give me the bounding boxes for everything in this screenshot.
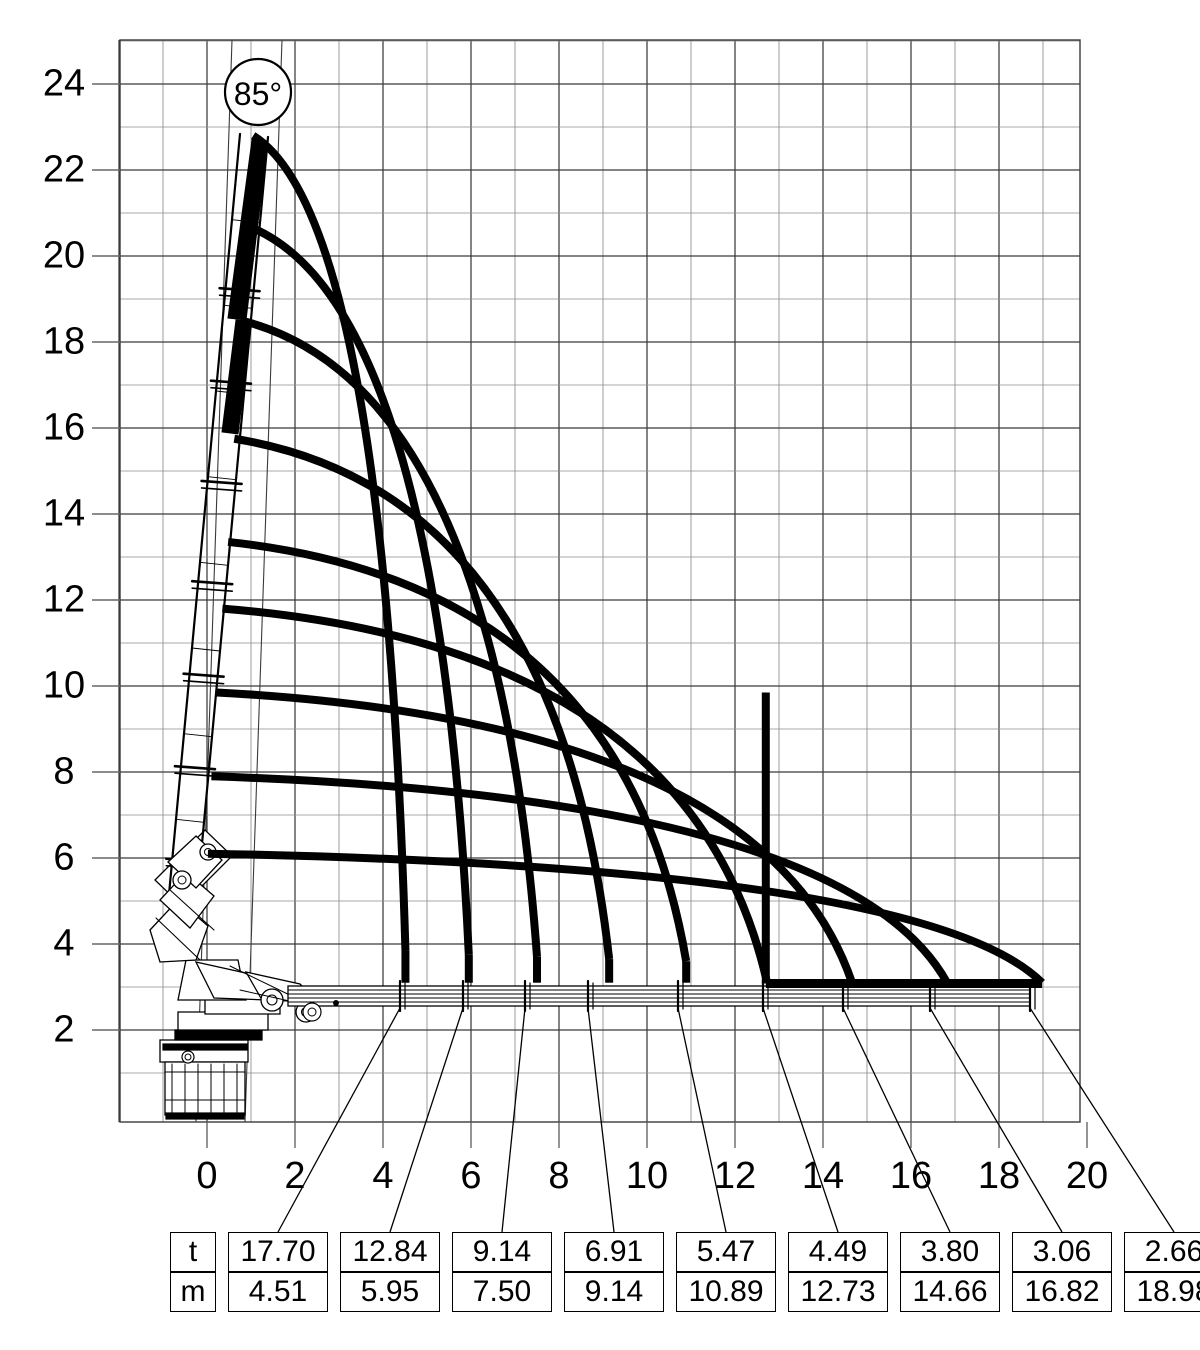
- legend-radius-value: 9.14: [584, 1275, 644, 1308]
- legend-radius-value: 14.66: [912, 1275, 988, 1308]
- y-tick-label-16: 16: [42, 406, 86, 449]
- legend-capacity-box-2: 12.84 5.95: [340, 1232, 440, 1312]
- y-tick-label-8: 8: [53, 750, 75, 793]
- legend-load-value: 3.80: [901, 1233, 999, 1273]
- legend-load-value: 4.49: [789, 1233, 887, 1273]
- y-tick-label-4: 4: [53, 922, 75, 965]
- y-tick-label-24: 24: [42, 62, 86, 105]
- legend-unit-load: t: [171, 1233, 215, 1273]
- y-tick-label-2: 2: [53, 1008, 75, 1051]
- x-tick-label-0: 0: [196, 1155, 218, 1197]
- legend-load-value: 17.70: [229, 1233, 327, 1273]
- leader-line-2: [501, 1007, 526, 1233]
- y-tick-label-12: 12: [42, 578, 86, 621]
- leader-line-1: [389, 1007, 464, 1233]
- load-curve-stage-9: [207, 849, 1045, 986]
- legend-radius-value: 18.98: [1136, 1275, 1200, 1308]
- y-tick-label-20: 20: [42, 234, 86, 277]
- legend-radius-value: 4.51: [248, 1275, 308, 1308]
- legend-radius-value: 12.73: [800, 1275, 876, 1308]
- leader-line-3: [587, 1007, 615, 1233]
- legend-capacity-box-7: 3.80 14.66: [900, 1232, 1000, 1312]
- legend-radius-value: 5.95: [360, 1275, 420, 1308]
- leader-line-0: [277, 1007, 401, 1233]
- leader-line-4: [677, 1007, 727, 1233]
- legend-radius-value: 16.82: [1024, 1275, 1100, 1308]
- legend-capacity-box-1: 17.70 4.51: [228, 1232, 328, 1312]
- legend-capacity-box-5: 5.47 10.89: [676, 1232, 776, 1312]
- load-curve-stage-4: [233, 434, 614, 960]
- leader-line-5: [762, 1007, 839, 1233]
- legend-unit-radius: m: [180, 1275, 206, 1308]
- x-tick-label-12: 12: [713, 1155, 757, 1197]
- x-tick-label-10: 10: [625, 1155, 669, 1197]
- legend-capacity-box-4: 6.91 9.14: [564, 1232, 664, 1312]
- legend-box-row: t m 17.70 4.51 12.84 5.95 9.14 7.50 6.91 9.14 5.47…: [0, 1232, 1200, 1318]
- load-curve-stage-5: [227, 537, 691, 962]
- y-tick-label-6: 6: [53, 836, 75, 879]
- leader-line-7: [929, 1007, 1063, 1233]
- x-tick-label-18: 18: [977, 1155, 1021, 1197]
- y-tick-label-22: 22: [42, 148, 86, 191]
- x-tick-label-16: 16: [889, 1155, 933, 1197]
- x-tick-label-8: 8: [548, 1155, 570, 1197]
- legend-capacity-box-8: 3.06 16.82: [1012, 1232, 1112, 1312]
- legend-load-value: 3.06: [1013, 1233, 1111, 1273]
- legend-load-value: 9.14: [453, 1233, 551, 1273]
- legend-radius-value: 10.89: [688, 1275, 764, 1308]
- load-capacity-curves: [207, 132, 1045, 989]
- load-curve-stage-2: [246, 222, 473, 955]
- y-tick-label-18: 18: [42, 320, 86, 363]
- legend-radius-value: 7.50: [472, 1275, 532, 1308]
- legend-load-value: 6.91: [565, 1233, 663, 1273]
- x-tick-label-4: 4: [372, 1155, 394, 1197]
- x-tick-label-20: 20: [1065, 1155, 1109, 1197]
- x-tick-label-6: 6: [460, 1155, 482, 1197]
- crane-illustration: [149, 132, 1036, 1120]
- angle-badge-label: 85°: [234, 76, 282, 112]
- leader-line-6: [842, 1007, 951, 1233]
- axis-ticks: [92, 83, 1088, 1148]
- load-curve-stage-6: [222, 604, 772, 984]
- legend-load-value: 5.47: [677, 1233, 775, 1273]
- angle-badge: 85°: [223, 57, 293, 127]
- legend-capacity-box-6: 4.49 12.73: [788, 1232, 888, 1312]
- leader-line-8: [1029, 1007, 1175, 1233]
- legend-load-value: 12.84: [341, 1233, 439, 1273]
- leader-lines: [277, 1007, 1175, 1233]
- load-curve-stage-8: [211, 772, 951, 985]
- load-curve-stage-7: [216, 688, 856, 984]
- legend-capacity-box-3: 9.14 7.50: [452, 1232, 552, 1312]
- load-curve-stage-1: [251, 132, 410, 951]
- x-tick-label-2: 2: [284, 1155, 306, 1197]
- y-tick-label-10: 10: [42, 664, 86, 707]
- x-tick-label-14: 14: [801, 1155, 845, 1197]
- legend-load-value: 2.66: [1125, 1233, 1200, 1273]
- y-tick-label-14: 14: [42, 492, 86, 535]
